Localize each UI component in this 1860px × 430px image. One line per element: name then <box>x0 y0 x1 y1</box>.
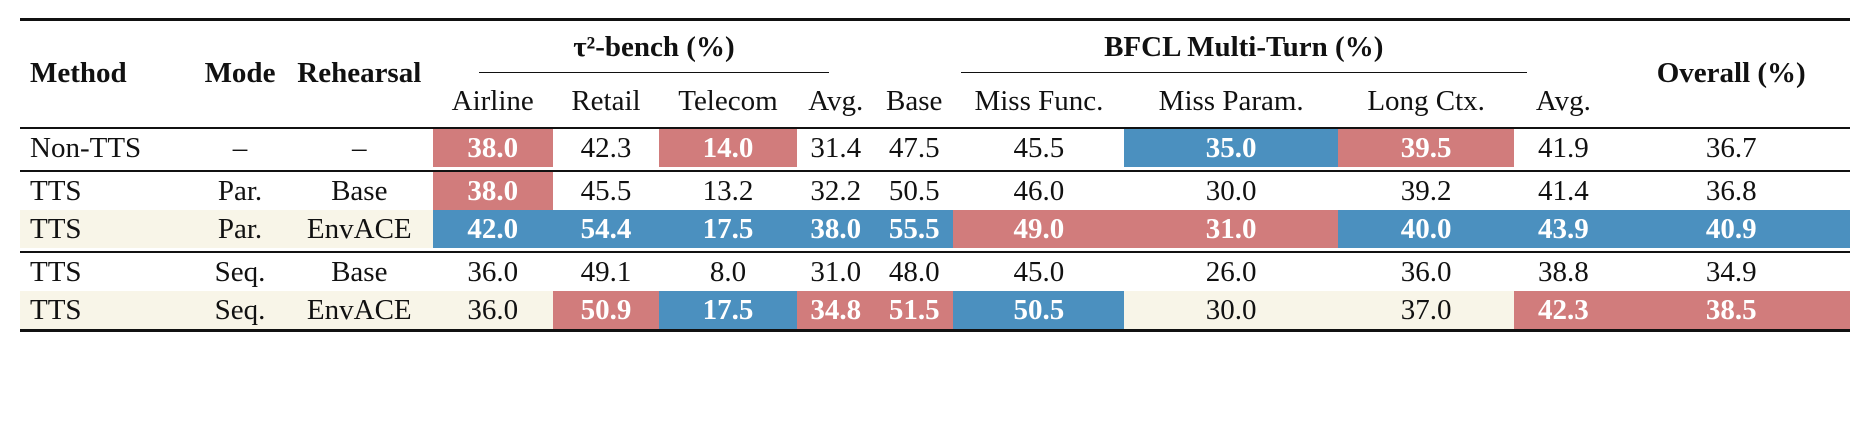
cell-telecom: 17.5 <box>659 210 797 248</box>
table-row-non-tts: Non-TTS – – 38.0 42.3 14.0 31.4 47.5 45.… <box>20 128 1850 167</box>
cell-airline: 38.0 <box>432 171 553 210</box>
cell-tau-avg: 32.2 <box>810 175 862 207</box>
cell-airline: 36.0 <box>467 256 519 288</box>
cell-miss-param: 26.0 <box>1205 256 1257 288</box>
cell-retail: 45.5 <box>580 175 632 207</box>
cell-miss-func: 49.0 <box>953 210 1125 248</box>
table-row-tts-seq-envace: TTS Seq. EnvACE 36.0 50.9 17.5 34.8 51.5… <box>20 291 1850 331</box>
cell-retail: 42.3 <box>580 132 632 164</box>
cell-miss-param: 30.0 <box>1124 291 1338 331</box>
cell-overall: 38.5 <box>1612 291 1850 331</box>
cell-miss-param: 31.0 <box>1124 210 1338 248</box>
cell-rehearsal: – <box>352 132 367 164</box>
cell-retail: 49.1 <box>580 256 632 288</box>
table-row-tts-par-base: TTS Par. Base 38.0 45.5 13.2 32.2 50.5 4… <box>20 171 1850 210</box>
cell-retail: 50.9 <box>552 291 660 331</box>
bfcl-rule <box>960 72 1527 73</box>
header-mode: Mode <box>204 56 276 89</box>
header-method: Method <box>30 56 127 89</box>
header-telecom: Telecom <box>678 84 778 117</box>
cell-overall: 40.9 <box>1612 210 1850 248</box>
header-bfcl-group: BFCL Multi-Turn (%) <box>875 20 1612 76</box>
cell-miss-param: 35.0 <box>1124 128 1338 167</box>
cell-overall: 36.8 <box>1705 175 1757 207</box>
cell-long-ctx: 36.0 <box>1400 256 1452 288</box>
header-airline: Airline <box>451 84 534 117</box>
cell-mode: – <box>232 132 248 164</box>
cell-rehearsal: Base <box>331 175 388 207</box>
cell-airline: 42.0 <box>432 210 553 248</box>
cell-bfcl-base: 47.5 <box>888 132 940 164</box>
table-row-tts-par-envace: TTS Par. EnvACE 42.0 54.4 17.5 38.0 55.5… <box>20 210 1850 248</box>
header-tau-bench-group: τ²-bench (%) <box>433 20 875 76</box>
header-bfcl-base: Base <box>886 84 943 117</box>
cell-miss-func: 45.0 <box>1013 256 1065 288</box>
cell-overall: 36.7 <box>1705 132 1757 164</box>
cell-tau-avg: 31.4 <box>810 132 862 164</box>
cell-bfcl-base: 55.5 <box>875 210 954 248</box>
cell-bfcl-base: 48.0 <box>888 256 940 288</box>
cell-mode: Seq. <box>194 291 286 331</box>
cell-mode: Seq. <box>214 256 266 288</box>
cell-retail: 54.4 <box>552 210 660 248</box>
header-overall: Overall (%) <box>1656 56 1806 89</box>
cell-method: TTS <box>20 210 195 248</box>
cell-miss-param: 30.0 <box>1205 175 1257 207</box>
cell-bfcl-avg: 41.9 <box>1538 132 1589 164</box>
cell-mode: Par. <box>217 175 263 207</box>
cell-method: Non-TTS <box>30 132 142 164</box>
tau-bench-rule <box>478 72 829 73</box>
cell-tau-avg: 34.8 <box>796 291 875 331</box>
header-bfcl-avg: Avg. <box>1535 84 1591 117</box>
cell-overall: 34.9 <box>1705 256 1757 288</box>
cell-airline: 36.0 <box>432 291 553 331</box>
cell-bfcl-avg: 42.3 <box>1514 291 1613 331</box>
header-rehearsal: Rehearsal <box>297 56 422 89</box>
table-row-tts-seq-base: TTS Seq. Base 36.0 49.1 8.0 31.0 48.0 45… <box>20 252 1850 291</box>
cell-airline: 38.0 <box>432 128 553 167</box>
cell-miss-func: 46.0 <box>1013 175 1065 207</box>
cell-telecom: 13.2 <box>702 175 754 207</box>
header-miss-func: Miss Func. <box>974 84 1104 117</box>
cell-long-ctx: 40.0 <box>1337 210 1515 248</box>
cell-bfcl-base: 51.5 <box>875 291 954 331</box>
cell-method: TTS <box>30 175 82 207</box>
cell-miss-func: 45.5 <box>1013 132 1065 164</box>
cell-bfcl-avg: 43.9 <box>1514 210 1613 248</box>
cell-rehearsal: EnvACE <box>285 210 433 248</box>
cell-method: TTS <box>30 256 82 288</box>
header-bfcl-label: BFCL Multi-Turn (%) <box>1104 31 1384 63</box>
cell-long-ctx: 39.2 <box>1400 175 1452 207</box>
cell-telecom: 17.5 <box>659 291 797 331</box>
cell-telecom: 14.0 <box>659 128 797 167</box>
results-table-container: Method Mode Rehearsal τ²-bench (%) BFCL … <box>20 18 1860 332</box>
cell-telecom: 8.0 <box>709 256 747 288</box>
cell-miss-func: 50.5 <box>953 291 1125 331</box>
cell-bfcl-base: 50.5 <box>888 175 940 207</box>
header-tau-avg: Avg. <box>808 84 864 117</box>
cell-rehearsal: Base <box>331 256 388 288</box>
header-long-ctx: Long Ctx. <box>1367 84 1485 117</box>
cell-bfcl-avg: 38.8 <box>1538 256 1589 288</box>
header-tau-bench-label: τ²-bench (%) <box>573 31 735 63</box>
cell-rehearsal: EnvACE <box>285 291 433 331</box>
cell-method: TTS <box>20 291 195 331</box>
header-retail: Retail <box>571 84 641 117</box>
cell-long-ctx: 39.5 <box>1337 128 1515 167</box>
cell-bfcl-avg: 41.4 <box>1538 175 1589 207</box>
cell-tau-avg: 38.0 <box>796 210 875 248</box>
header-miss-param: Miss Param. <box>1158 84 1304 117</box>
results-table: Method Mode Rehearsal τ²-bench (%) BFCL … <box>20 18 1850 332</box>
cell-tau-avg: 31.0 <box>810 256 862 288</box>
cell-mode: Par. <box>194 210 286 248</box>
cell-long-ctx: 37.0 <box>1337 291 1515 331</box>
